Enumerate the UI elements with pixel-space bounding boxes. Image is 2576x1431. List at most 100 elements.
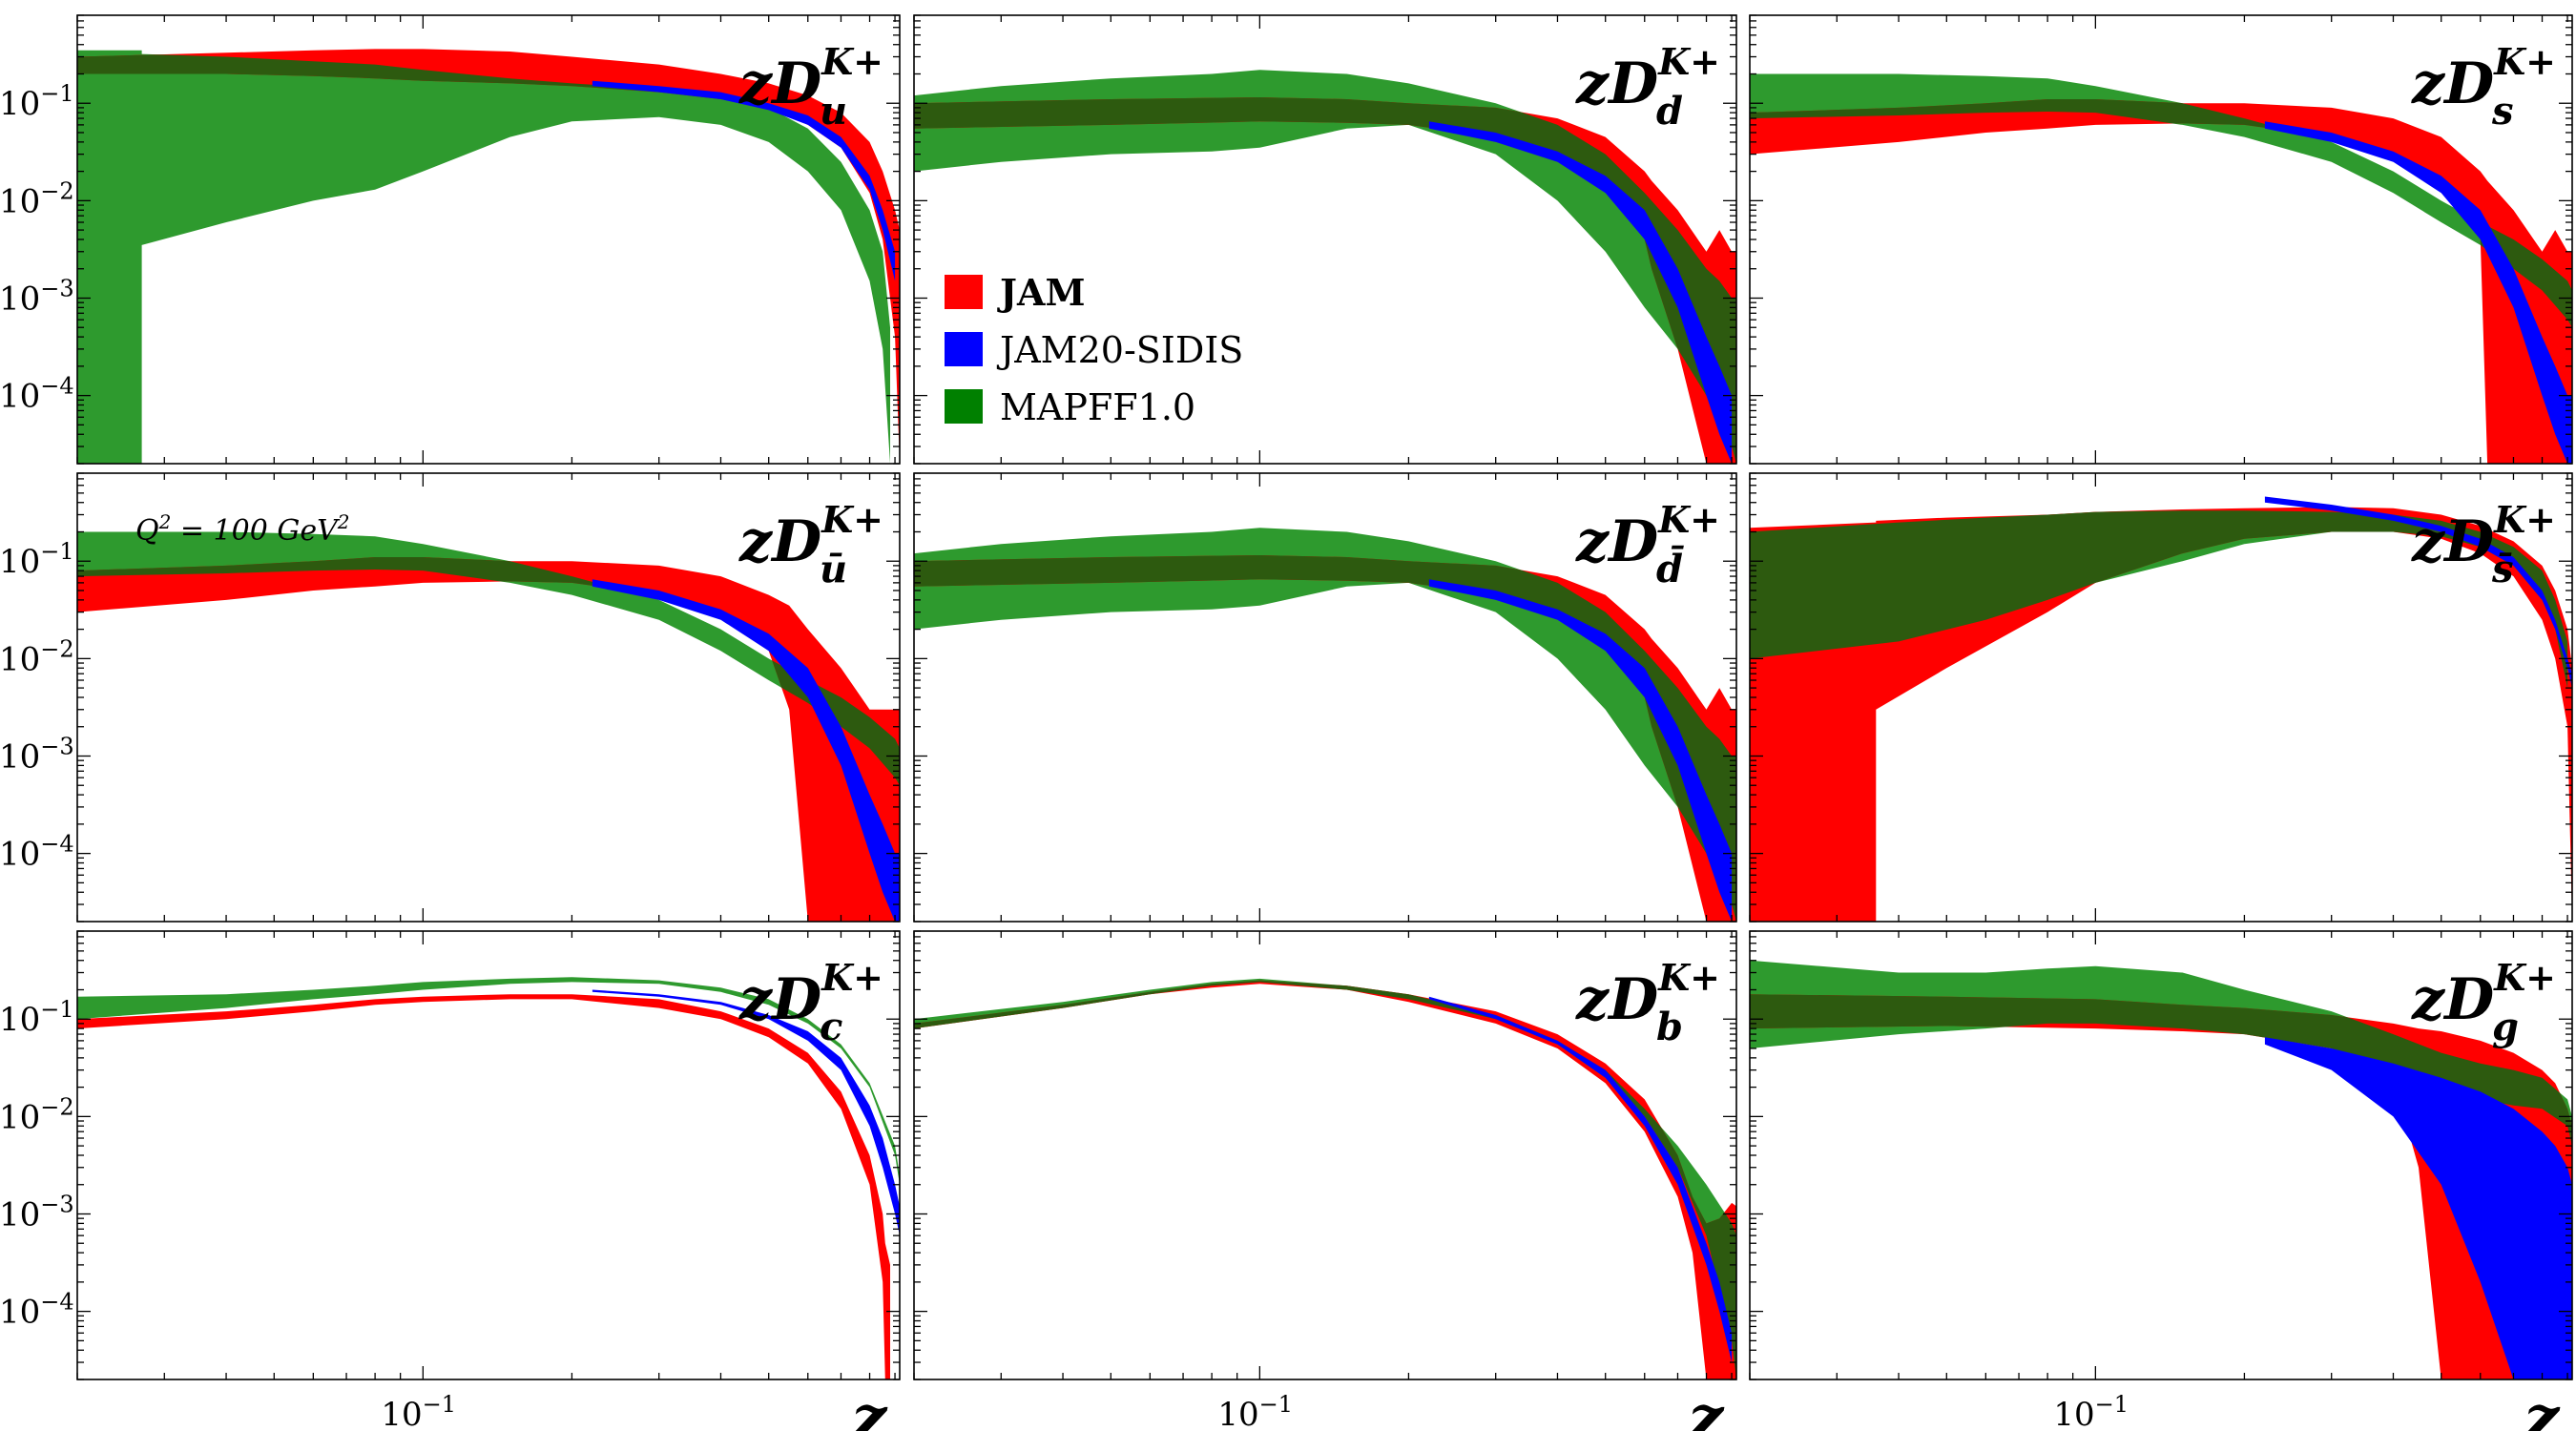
panel-title-d: zDK+ d xyxy=(1575,40,1720,134)
ytick-label-exp: −2 xyxy=(40,177,73,204)
panel-title-main: zD xyxy=(738,508,821,575)
bands-g xyxy=(1750,960,2572,1379)
ytick-label: 10−1 xyxy=(0,996,74,1039)
overlap-band-g xyxy=(1750,994,2572,1147)
ytick-label: 10−2 xyxy=(0,635,74,678)
bands-u xyxy=(77,49,900,464)
ytick-label-exp: −3 xyxy=(40,733,73,759)
xtick-label-exp: −1 xyxy=(2095,1391,2129,1418)
q2-annot-sup2: 2 xyxy=(337,510,350,533)
panel-title-sbar: zDK+ s̄ xyxy=(2411,498,2556,591)
ticks-b xyxy=(913,930,1736,1380)
legend: JAM JAM20-SIDIS MAPFF1.0 xyxy=(945,271,1243,428)
ytick-label: 10−4 xyxy=(0,831,74,874)
legend-swatch-sidis xyxy=(945,332,983,366)
overlap-band-sbar xyxy=(1750,510,2568,689)
sidis-band-g xyxy=(2264,1037,2572,1379)
legend-swatch-mapff xyxy=(945,389,983,424)
ytick-label-base: 10 xyxy=(0,836,40,874)
mapff-band-s xyxy=(1750,73,2572,328)
sidis-band-dbar xyxy=(1428,579,1733,922)
mapff-band-b xyxy=(914,978,1736,1379)
mapff-band-ubar xyxy=(77,531,900,786)
x-axis-label: z xyxy=(1688,1382,1725,1431)
ytick-label-base: 10 xyxy=(0,1098,40,1136)
ytick-label-exp: −1 xyxy=(40,538,73,565)
ytick-label: 10−3 xyxy=(0,275,74,318)
panel-title-main: zD xyxy=(2411,51,2494,117)
sidis-band-d xyxy=(1428,121,1733,464)
ytick-label: 10−1 xyxy=(0,80,74,123)
panel-title-ubar: zDK+ ū xyxy=(738,498,883,591)
q2-annot-mid: = 100 GeV xyxy=(171,514,341,548)
ytick-label: 10−3 xyxy=(0,1191,74,1234)
bands-c xyxy=(77,977,900,1379)
panel-title-dbar: zDK+ d̄ xyxy=(1575,498,1720,591)
panel-title-sub: b xyxy=(1656,1005,1683,1049)
xtick-label-exp: −1 xyxy=(423,1391,456,1418)
ticks-u xyxy=(76,14,900,465)
ytick-label-exp: −4 xyxy=(40,831,73,858)
ytick-label-exp: −4 xyxy=(40,373,73,400)
sidis-band-s xyxy=(2264,121,2572,464)
panel-sbar: zDK+ s̄ xyxy=(1749,472,2573,923)
bands-b xyxy=(914,978,1736,1379)
panel-title-sup: K+ xyxy=(1657,40,1720,83)
jam-band-b xyxy=(914,980,1736,1379)
x-axis-label: z xyxy=(2524,1382,2561,1431)
bands-d xyxy=(914,70,1736,464)
ytick-label-base: 10 xyxy=(0,640,40,678)
xtick-label-exp: −1 xyxy=(1259,1391,1293,1418)
panel-title-main: zD xyxy=(2411,966,2494,1033)
bands-s xyxy=(1750,73,2572,464)
panel-title-sub: d xyxy=(1656,89,1683,134)
ticks-ubar xyxy=(76,472,900,923)
panel-title-main: zD xyxy=(1575,51,1658,117)
xtick-label: 10−1 xyxy=(381,1391,456,1431)
ticks-s xyxy=(1749,14,2572,465)
xtick-label-base: 10 xyxy=(2053,1396,2094,1431)
x-axis-label: z xyxy=(851,1382,888,1431)
xtick-label-base: 10 xyxy=(1217,1396,1258,1431)
ytick-label-base: 10 xyxy=(0,737,40,776)
panel-title-main: zD xyxy=(2411,508,2494,575)
ticks-dbar xyxy=(913,472,1736,923)
panel-title-s: zDK+ s xyxy=(2411,40,2556,134)
ytick-label-exp: −3 xyxy=(40,1191,73,1217)
q2-annot-q: Q xyxy=(135,514,159,548)
panel-title-sup: K+ xyxy=(1657,956,1720,999)
q2-annotation: Q2 = 100 GeV2 xyxy=(135,510,349,548)
mapff-band-u xyxy=(77,50,890,464)
ticks-d xyxy=(913,14,1736,465)
ytick-label: 10−4 xyxy=(0,373,74,416)
panel-title-b: zDK+ b xyxy=(1575,956,1720,1049)
ytick-label: 10−2 xyxy=(0,177,74,220)
ytick-label-exp: −1 xyxy=(40,996,73,1023)
ytick-label-exp: −1 xyxy=(40,80,73,107)
sidis-band-ubar xyxy=(592,579,900,922)
q2-annot-sup1: 2 xyxy=(158,510,172,533)
ytick-label-base: 10 xyxy=(0,182,40,220)
ytick-label-base: 10 xyxy=(0,543,40,581)
panel-title-sup: K+ xyxy=(1657,498,1720,541)
legend-label-mapff: MAPFF1.0 xyxy=(1000,386,1195,428)
bands-dbar xyxy=(914,528,1736,922)
panel-title-sub: d̄ xyxy=(1656,547,1684,591)
ytick-label: 10−1 xyxy=(0,538,74,581)
panel-title-main: zD xyxy=(1575,966,1658,1033)
panel-title-sub: s̄ xyxy=(2491,547,2514,591)
ytick-label: 10−3 xyxy=(0,733,74,776)
panel-title-sup: K+ xyxy=(2493,956,2556,999)
panel-title-sup: K+ xyxy=(2493,40,2556,83)
mapff-band-d xyxy=(914,70,1736,464)
ytick-label: 10−2 xyxy=(0,1093,74,1136)
ytick-label: 10−4 xyxy=(0,1289,74,1332)
ytick-label-base: 10 xyxy=(0,1195,40,1234)
ytick-label-exp: −3 xyxy=(40,275,73,301)
xtick-label: 10−1 xyxy=(2053,1391,2129,1431)
overlap-band-b xyxy=(914,980,1736,1379)
